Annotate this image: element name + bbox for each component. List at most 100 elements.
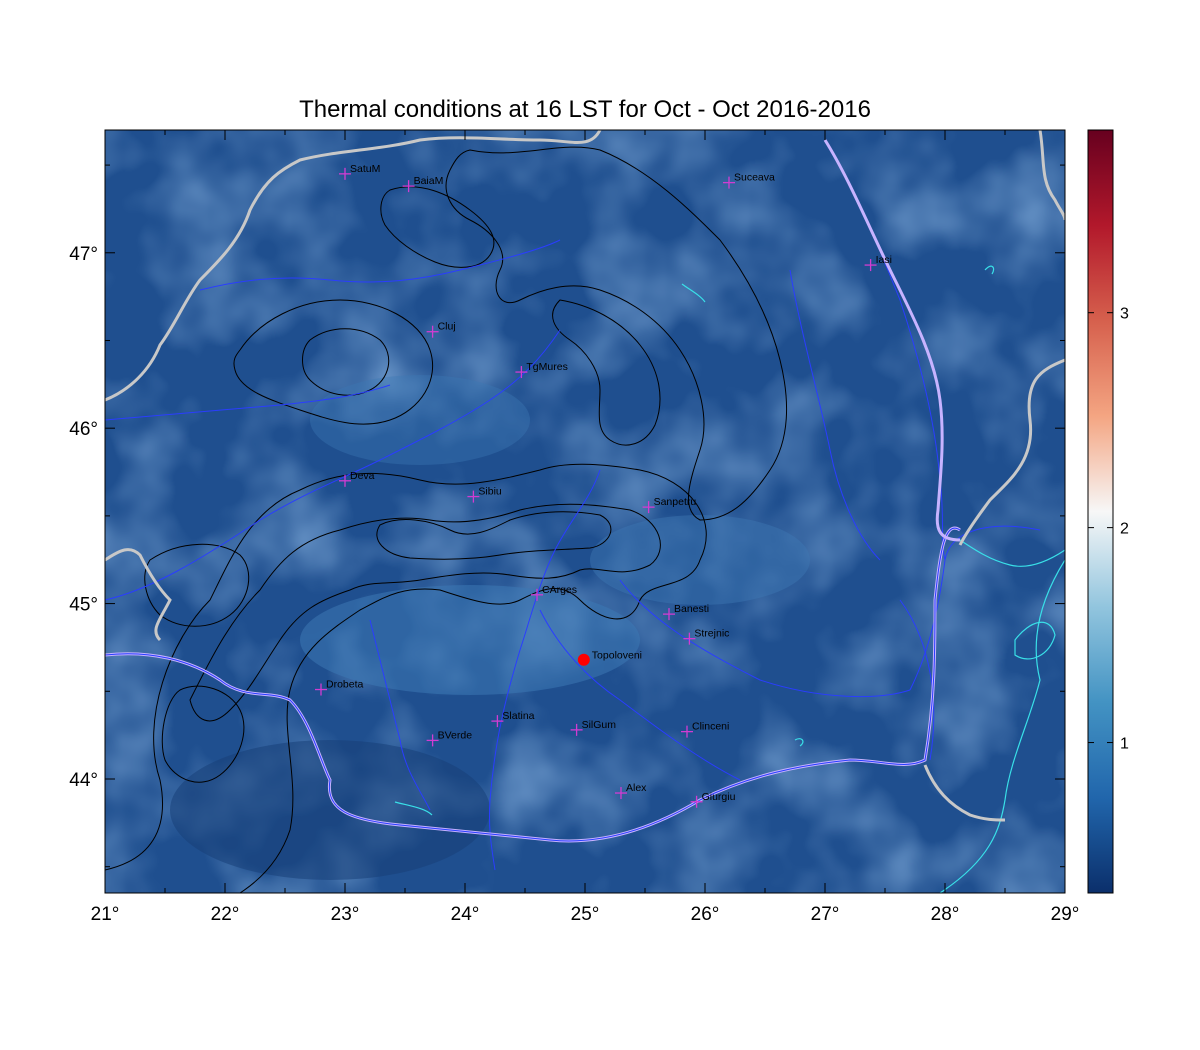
- x-tick-label: 21°: [91, 904, 120, 925]
- river-danube-arm: [909, 525, 1041, 691]
- contour-carpathian-core: [376, 511, 612, 560]
- topography-contours: [105, 146, 787, 893]
- prut-border: [823, 139, 961, 542]
- x-tick-label: 26°: [691, 904, 720, 925]
- river-mures: [105, 329, 561, 601]
- x-tick-label: 28°: [931, 904, 960, 925]
- x-tick-label: 27°: [811, 904, 840, 925]
- station-label: BaiaM: [414, 175, 444, 187]
- y-tick-label: 45°: [69, 595, 98, 616]
- y-tick-label: 46°: [69, 419, 98, 440]
- station-label: Sanpetru: [654, 496, 697, 508]
- station-label: Alex: [626, 782, 647, 794]
- station-label: Suceava: [734, 172, 775, 184]
- contour-eastern-inner: [552, 299, 661, 446]
- station-marker: BaiaM: [402, 175, 444, 193]
- station-label: Banesti: [674, 603, 709, 615]
- station-label: Giurgiu: [702, 791, 736, 803]
- station-marker: Giurgiu: [690, 791, 736, 808]
- lake-east-1: [984, 265, 995, 275]
- national-border: [105, 130, 602, 402]
- river-siret: [789, 269, 881, 561]
- station-marker: Alex: [615, 782, 647, 800]
- station-label: Slatina: [502, 710, 534, 722]
- river-crisuri: [105, 384, 391, 421]
- station-marker: Sibiu: [467, 486, 502, 503]
- station-marker: Deva: [339, 470, 375, 487]
- station-marker: Cluj: [426, 321, 456, 338]
- y-tick-label: 47°: [69, 244, 98, 265]
- station-marker: Banesti: [663, 603, 709, 621]
- station-label: Deva: [350, 470, 375, 482]
- national-border-east: [958, 358, 1065, 546]
- contour-eastern-carpathians: [445, 146, 787, 521]
- station-marker: Clinceni: [681, 721, 729, 738]
- colorbar-ticks: 1 2 3: [1088, 306, 1129, 753]
- contour-carpathian-outer: [105, 463, 707, 893]
- river-jiu: [369, 619, 431, 811]
- field-dark-patch: [170, 740, 490, 880]
- colorbar-tick-label: 3: [1120, 306, 1129, 323]
- temperature-field: SatuM BaiaM Suceava Iasi Cluj TgMures Deva Sibi…: [105, 130, 1065, 893]
- contour-carpathian-mid: [189, 503, 661, 722]
- station-label: Clinceni: [692, 721, 729, 733]
- field-bright-patch-1: [300, 585, 640, 695]
- black-sea-coast: [939, 559, 1065, 893]
- x-tick-label: 24°: [451, 904, 480, 925]
- station-label: TgMures: [526, 361, 567, 373]
- station-label: Sibiu: [478, 486, 502, 498]
- national-border-ne: [1038, 130, 1065, 221]
- highlight-layer: Topoloveni: [577, 650, 642, 666]
- station-label: Iasi: [876, 254, 892, 266]
- x-tick-label: 25°: [571, 904, 600, 925]
- colorbar-tick-label: 2: [1120, 521, 1129, 538]
- station-label: Strejnic: [694, 628, 729, 640]
- rivers: [105, 149, 1041, 871]
- station-marker: Strejnic: [683, 628, 729, 645]
- danube-river-inner: [105, 527, 961, 842]
- contour-southwest: [161, 685, 245, 783]
- national-border-se: [923, 764, 1006, 822]
- river-somes: [199, 239, 561, 291]
- axes: 21° 22° 23° 24° 25° 26° 27° 28° 29° 44° 45° 46° 47°: [69, 130, 1079, 925]
- y-tick-label: 44°: [69, 770, 98, 791]
- danube-delta: [959, 539, 1065, 567]
- map-title: Thermal conditions at 16 LST for Oct - O…: [299, 96, 871, 123]
- national-border-sw: [105, 548, 172, 642]
- station-label: BVerde: [438, 729, 473, 741]
- station-label: SatuM: [350, 163, 380, 175]
- station-marker: CArges: [531, 584, 577, 601]
- x-tick-label: 29°: [1051, 904, 1080, 925]
- colorbar-fill: [1088, 130, 1113, 893]
- station-label: CArges: [542, 584, 577, 596]
- station-marker: SilGum: [570, 719, 617, 736]
- station-marker: Iasi: [864, 254, 892, 272]
- x-tick-label: 22°: [211, 904, 240, 925]
- river-arges: [539, 609, 741, 781]
- lake-south: [394, 801, 433, 816]
- highlight-site-label: Topoloveni: [592, 650, 642, 662]
- station-marker: SatuM: [339, 163, 380, 180]
- contour-north: [380, 186, 495, 268]
- station-label: Cluj: [438, 321, 456, 333]
- station-label: SilGum: [582, 719, 617, 731]
- highlight-site-marker: [577, 653, 590, 666]
- lake-razim: [1014, 621, 1056, 660]
- river-olt: [488, 469, 601, 871]
- colorbar-tick-label: 1: [1120, 736, 1129, 753]
- contour-apuseni: [233, 299, 434, 425]
- contour-banat: [144, 543, 250, 627]
- station-marker: Slatina: [491, 710, 535, 728]
- station-marker: BVerde: [426, 729, 473, 747]
- river-east: [899, 599, 935, 761]
- station-marker: Sanpetru: [642, 496, 697, 514]
- lake-bicaz: [681, 283, 706, 303]
- station-marker: Suceava: [723, 172, 775, 189]
- colorbar-frame: [1087, 129, 1114, 894]
- lakes-and-coast: [394, 265, 1065, 893]
- lake-east-2: [794, 738, 804, 747]
- station-marker: TgMures: [515, 361, 568, 379]
- stations-layer: SatuM BaiaM Suceava Iasi Cluj TgMures Deva Sibi…: [315, 163, 892, 808]
- field-bright-patch-3: [310, 375, 530, 465]
